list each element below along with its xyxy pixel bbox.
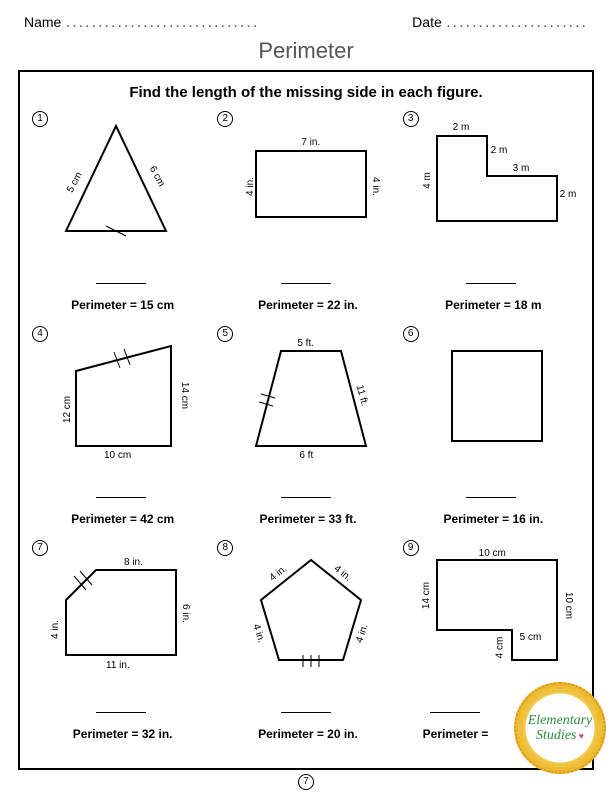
worksheet-page: Name .............................. Date… bbox=[0, 0, 612, 792]
perimeter-text: Perimeter = 18 m bbox=[403, 298, 584, 312]
side-label: 8 in. bbox=[124, 557, 143, 568]
perimeter-text: Perimeter = 16 in. bbox=[403, 512, 584, 526]
side-label: 10 cm bbox=[563, 592, 574, 619]
answer-blank[interactable] bbox=[430, 712, 480, 713]
side-label: 6 ft bbox=[299, 450, 313, 461]
date-field[interactable]: Date ...................... bbox=[412, 14, 588, 32]
answer-blank[interactable] bbox=[96, 283, 146, 284]
answer-blank[interactable] bbox=[466, 497, 516, 498]
answer-blank[interactable] bbox=[281, 712, 331, 713]
perimeter-text: Perimeter = 33 ft. bbox=[217, 512, 398, 526]
side-label: 4 in. bbox=[370, 177, 381, 196]
problem-2: 2 7 in. 4 in. 4 in. Perimeter = 22 in. bbox=[215, 107, 396, 318]
problem-3: 3 2 m 2 m 3 m 2 m 4 m Perimeter = 18 m bbox=[401, 107, 582, 318]
answer-blank[interactable] bbox=[96, 712, 146, 713]
name-dots: .............................. bbox=[66, 14, 259, 31]
perimeter-text: Perimeter = 32 in. bbox=[32, 727, 213, 741]
side-label: 5 cm bbox=[520, 632, 542, 643]
side-label: 4 in. bbox=[50, 620, 61, 639]
perimeter-text: Perimeter = 42 cm bbox=[32, 512, 213, 526]
figure-3: 2 m 2 m 3 m 2 m 4 m bbox=[417, 121, 578, 261]
problem-7: 7 8 in. 4 in. 6 in. 11 in. Perimeter = 3… bbox=[30, 536, 211, 747]
problem-4: 4 12 cm 14 cm 10 cm Perimeter = 42 cm bbox=[30, 322, 211, 533]
side-label: 11 in. bbox=[106, 660, 130, 671]
side-label: 12 cm bbox=[62, 396, 73, 423]
side-label: 2 m bbox=[491, 145, 508, 156]
date-dots: ...................... bbox=[446, 14, 588, 31]
side-label: 4 in. bbox=[245, 177, 256, 196]
answer-blank[interactable] bbox=[96, 497, 146, 498]
side-label: 10 cm bbox=[479, 548, 506, 559]
side-label: 6 in. bbox=[180, 604, 191, 623]
date-label: Date bbox=[412, 14, 442, 30]
heart-icon: ♥ bbox=[576, 731, 584, 741]
problem-1: 1 5 cm 6 cm Perimeter = 15 cm bbox=[30, 107, 211, 318]
name-field[interactable]: Name .............................. bbox=[24, 14, 259, 32]
problem-grid: 1 5 cm 6 cm Perimeter = 15 cm 2 bbox=[30, 107, 582, 747]
answer-blank[interactable] bbox=[281, 283, 331, 284]
side-label: 3 m bbox=[513, 163, 530, 174]
side-label: 14 cm bbox=[421, 582, 432, 609]
problem-5: 5 5 ft. 11 ft. 6 ft Perimeter = 33 ft. bbox=[215, 322, 396, 533]
figure-1: 5 cm 6 cm bbox=[46, 121, 207, 261]
perimeter-text: Perimeter = 20 in. bbox=[217, 727, 398, 741]
perimeter-text: Perimeter = 15 cm bbox=[32, 298, 213, 312]
side-label: 2 m bbox=[560, 189, 577, 200]
figure-7: 8 in. 4 in. 6 in. 11 in. bbox=[46, 550, 207, 690]
figure-9: 10 cm 14 cm 10 cm 5 cm 4 cm bbox=[417, 550, 578, 690]
side-label: 4 cm bbox=[494, 637, 505, 659]
side-label: 2 m bbox=[453, 122, 470, 133]
side-label: 5 ft. bbox=[297, 338, 314, 349]
side-label: 4 m bbox=[421, 172, 432, 189]
page-title: Perimeter bbox=[18, 38, 594, 64]
logo-line1: Elementary bbox=[528, 713, 593, 728]
header-row: Name .............................. Date… bbox=[18, 14, 594, 36]
content-frame: Find the length of the missing side in e… bbox=[18, 70, 594, 770]
figure-5: 5 ft. 11 ft. 6 ft bbox=[231, 336, 392, 476]
problem-8: 8 4 in. 4 in. 4 in. 4 in. Perimeter = 20… bbox=[215, 536, 396, 747]
side-label: 10 cm bbox=[104, 450, 131, 461]
figure-2: 7 in. 4 in. 4 in. bbox=[231, 121, 392, 261]
problem-6: 6 Perimeter = 16 in. bbox=[401, 322, 582, 533]
publisher-logo: Elementary Studies ♥ bbox=[514, 682, 606, 774]
logo-line2: Studies ♥ bbox=[536, 728, 584, 743]
figure-4: 12 cm 14 cm 10 cm bbox=[46, 336, 207, 476]
figure-6 bbox=[417, 336, 578, 476]
side-label: 7 in. bbox=[301, 137, 320, 148]
name-label: Name bbox=[24, 14, 61, 30]
answer-blank[interactable] bbox=[466, 283, 516, 284]
side-label: 14 cm bbox=[179, 382, 190, 409]
perimeter-text: Perimeter = 22 in. bbox=[217, 298, 398, 312]
figure-8: 4 in. 4 in. 4 in. 4 in. bbox=[231, 550, 392, 690]
page-number: 7 bbox=[298, 774, 314, 790]
instruction-text: Find the length of the missing side in e… bbox=[30, 84, 582, 101]
answer-blank[interactable] bbox=[281, 497, 331, 498]
